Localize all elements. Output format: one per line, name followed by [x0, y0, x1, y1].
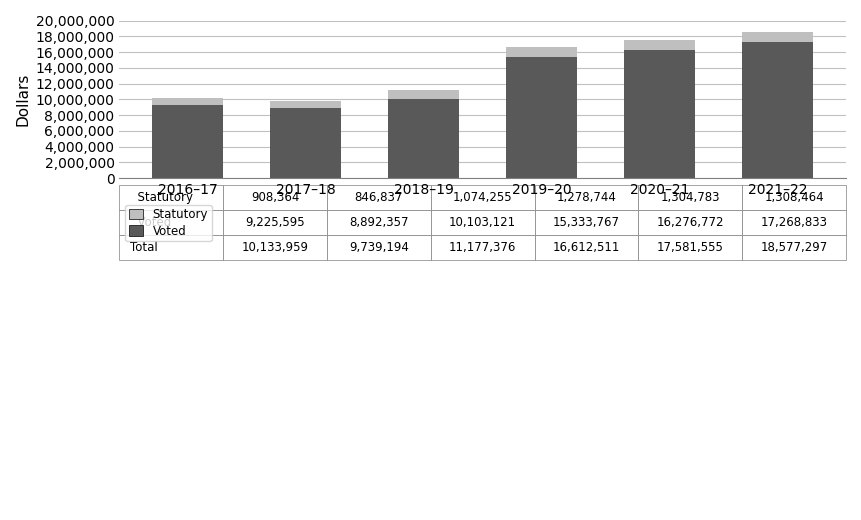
Bar: [152, 98, 223, 106]
Bar: [388, 90, 459, 99]
Y-axis label: Dollars: Dollars: [15, 73, 30, 126]
Bar: [388, 99, 459, 178]
Bar: [506, 57, 577, 178]
Bar: [506, 47, 577, 57]
Bar: [624, 40, 695, 50]
Bar: [742, 32, 813, 42]
Bar: [270, 108, 341, 178]
Bar: [270, 101, 341, 108]
Legend: Statutory, Voted: Statutory, Voted: [126, 205, 212, 241]
Bar: [742, 42, 813, 178]
Bar: [624, 50, 695, 178]
Bar: [152, 106, 223, 178]
